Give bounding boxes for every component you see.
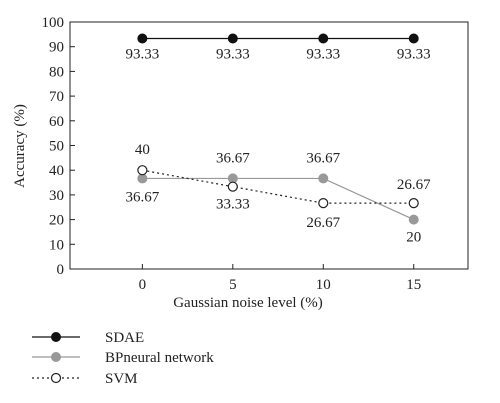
legend-marker [51,352,61,362]
data-label: 36.67 [125,189,159,205]
data-point [227,33,238,44]
y-tick-label: 20 [49,213,64,229]
series-line [142,169,414,204]
data-point [137,165,148,176]
y-tick-label: 100 [42,15,65,31]
axes: 0 10 20 30 40 50 60 70 80 90 100 0 5 10 15 [42,15,469,293]
y-tick-label: 30 [49,188,64,204]
series-line [142,177,414,221]
legend-marker [50,372,62,384]
data-label: 20 [406,230,421,246]
data-point [408,214,419,225]
legend-label: BPneural network [105,350,214,366]
legend-item: BPneural network [32,350,214,366]
x-tick-label: 0 [139,277,147,293]
data-label: 93.33 [125,46,159,62]
y-tick-label: 90 [49,40,64,56]
legend-item: SVM [32,371,138,387]
x-tick-label: 5 [229,277,237,293]
data-label: 36.67 [306,150,340,166]
x-tick-label: 15 [406,277,421,293]
legend: SDAE BPneural network SVM [32,330,214,387]
data-point [318,33,329,44]
data-point [408,198,419,209]
data-label: 26.67 [306,215,340,231]
data-point [318,173,329,184]
legend-item: SDAE [32,330,144,346]
x-tick-label: 10 [316,277,331,293]
y-tick-label: 50 [49,139,64,155]
legend-marker [51,332,61,342]
series-sdae [137,33,419,44]
data-label: 40 [135,142,150,158]
y-tick-label: 60 [49,114,64,130]
data-label: 93.33 [216,46,250,62]
y-tick-label: 80 [49,64,64,80]
data-label: 36.67 [216,150,250,166]
data-label: 93.33 [397,46,431,62]
axis-labels: Accuracy (%) Gaussian noise level (%) [12,104,323,311]
x-axis-title: Gaussian noise level (%) [173,295,323,311]
y-tick-label: 0 [57,262,65,278]
data-labels: 93.33 93.33 93.33 93.33 36.67 36.67 36.67 20 40 3… [125,46,431,245]
legend-label: SDAE [105,330,144,346]
data-label: 26.67 [397,177,431,193]
y-axis-title: Accuracy (%) [12,104,28,188]
series [137,33,419,225]
series-svm [137,165,419,209]
data-point [408,33,419,44]
y-tick-label: 10 [49,237,64,253]
data-point [318,198,329,209]
data-label: 33.33 [216,197,250,213]
data-point [227,181,238,192]
y-tick-label: 40 [49,163,64,179]
legend-label: SVM [105,371,138,387]
y-tick-label: 70 [49,89,64,105]
data-point [137,33,148,44]
data-label: 93.33 [306,46,340,62]
series-bpneural-network [137,173,419,225]
